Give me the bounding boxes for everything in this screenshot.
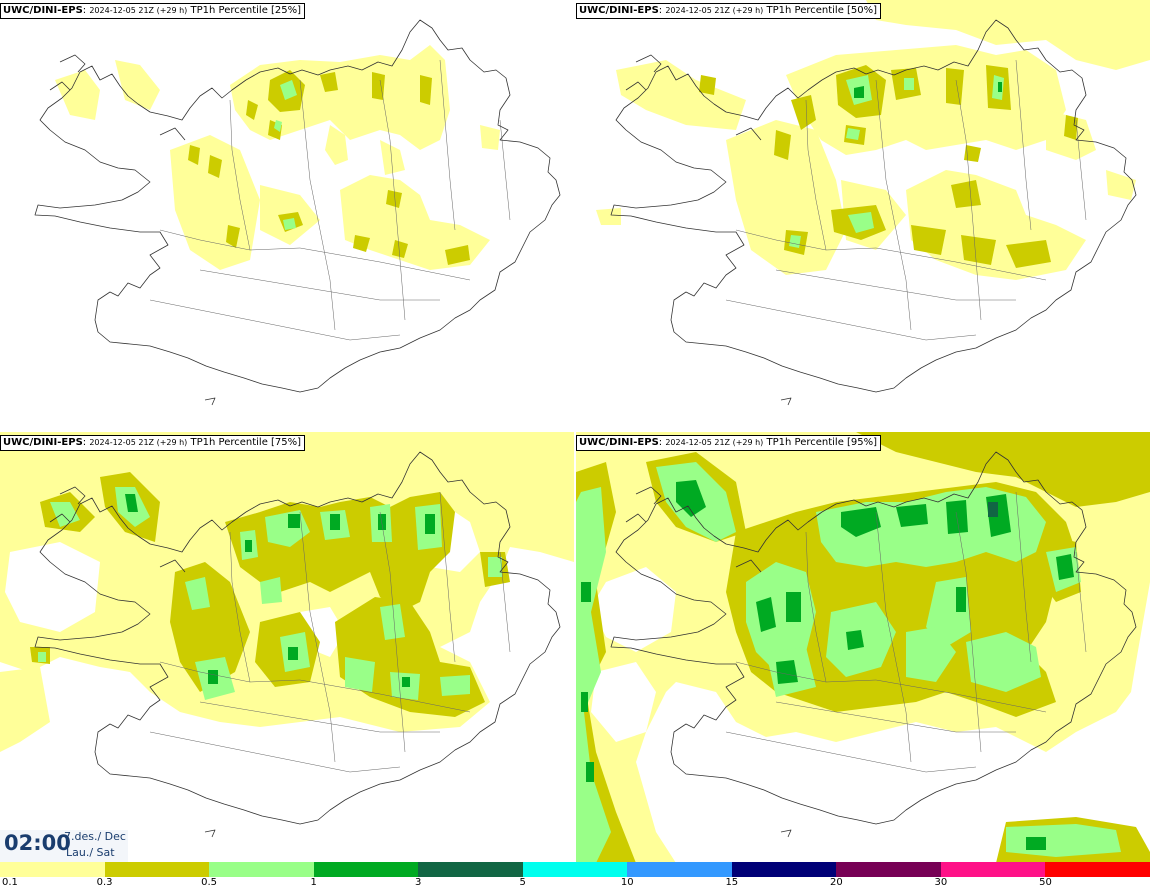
- map-panel-25: UWC/DINI-EPS: 2024-12-05 21Z (+29 h) TP1…: [0, 0, 574, 431]
- map-panel-75: UWC/DINI-EPS: 2024-12-05 21Z (+29 h) TP1…: [0, 432, 574, 863]
- legend-swatch: [313, 862, 419, 877]
- field-label: TP1h Percentile [75%]: [190, 437, 302, 448]
- legend-swatch: [731, 862, 837, 877]
- legend-swatch: [209, 862, 314, 877]
- legend-swatch: [627, 862, 732, 877]
- legend-tick-label: 10: [620, 877, 634, 888]
- precip-map-95: [576, 432, 1150, 863]
- legend-tick-label: 15: [725, 877, 739, 888]
- valid-time: 02:00: [4, 831, 71, 855]
- precip-map-75: [0, 432, 574, 838]
- field-label: TP1h Percentile [95%]: [766, 437, 878, 448]
- legend-tick-label: 50: [1039, 877, 1052, 888]
- legend-tick-label: 30: [934, 877, 948, 888]
- legend-tick-label: 1: [310, 877, 317, 888]
- valid-weekday: Lau./ Sat: [66, 846, 115, 859]
- model-name: UWC/DINI-EPS: [579, 437, 659, 448]
- legend-swatch: [0, 862, 105, 877]
- run-time: 2024-12-05 21Z (+29 h): [665, 6, 764, 15]
- legend-swatch: [104, 862, 210, 877]
- field-label: TP1h Percentile [25%]: [190, 5, 302, 16]
- legend-swatch: [522, 862, 628, 877]
- legend-tick-label: 0.5: [201, 877, 218, 888]
- legend-tick-label: 20: [829, 877, 843, 888]
- legend-tick-label: 5: [519, 877, 526, 888]
- panel-divider-horizontal: [0, 431, 1150, 432]
- legend-tick-label: 0.3: [96, 877, 113, 888]
- run-time: 2024-12-05 21Z (+29 h): [89, 6, 188, 15]
- map-panel-50: UWC/DINI-EPS: 2024-12-05 21Z (+29 h) TP1…: [576, 0, 1150, 431]
- model-name: UWC/DINI-EPS: [579, 5, 659, 16]
- valid-date: 7.des./ Dec: [64, 830, 126, 843]
- model-name: UWC/DINI-EPS: [3, 437, 83, 448]
- panel-title: UWC/DINI-EPS: 2024-12-05 21Z (+29 h) TP1…: [576, 435, 882, 451]
- panel-title: UWC/DINI-EPS: 2024-12-05 21Z (+29 h) TP1…: [576, 3, 882, 19]
- legend-tick-label: 3: [414, 877, 422, 888]
- legend-swatch: [1045, 862, 1150, 877]
- model-name: UWC/DINI-EPS: [3, 5, 83, 16]
- color-legend-bar: [0, 862, 1150, 877]
- panel-title: UWC/DINI-EPS: 2024-12-05 21Z (+29 h) TP1…: [0, 435, 306, 451]
- run-time: 2024-12-05 21Z (+29 h): [89, 438, 188, 447]
- field-label: TP1h Percentile [50%]: [766, 5, 878, 16]
- legend-swatch: [940, 862, 1046, 877]
- legend-swatch: [418, 862, 523, 877]
- legend-tick-label: 0.1: [2, 877, 18, 888]
- map-panel-95: UWC/DINI-EPS: 2024-12-05 21Z (+29 h) TP1…: [576, 432, 1150, 863]
- precip-map-25: [34, 19, 561, 406]
- color-legend-ticks: 0.1 0.3 0.5 1 3 5 10 15 20 30 50: [0, 877, 1150, 891]
- run-time: 2024-12-05 21Z (+29 h): [665, 438, 764, 447]
- precip-map-50: [596, 0, 1150, 406]
- legend-swatch: [836, 862, 941, 877]
- valid-time-box: [0, 830, 128, 862]
- panel-title: UWC/DINI-EPS: 2024-12-05 21Z (+29 h) TP1…: [0, 3, 306, 19]
